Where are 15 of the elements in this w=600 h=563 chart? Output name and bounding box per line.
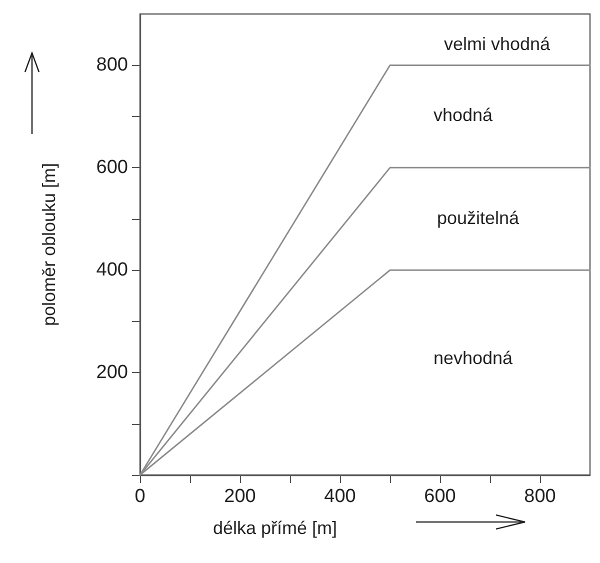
annotation: vhodná [433, 105, 494, 125]
x-tick-label: 0 [134, 486, 146, 507]
y-tick-label: 400 [96, 260, 128, 281]
x-tick-label: 800 [524, 486, 556, 507]
y-tick-label: 600 [96, 157, 128, 178]
x-axis-title: délka přímé [m] [212, 518, 338, 538]
annotation: nevhodná [433, 348, 514, 368]
x-tick-label: 600 [424, 486, 456, 507]
y-tick-label: 200 [96, 362, 128, 384]
x-tick-label: 200 [224, 486, 256, 507]
x-tick-label: 400 [324, 486, 356, 507]
y-tick-label: 800 [96, 54, 128, 76]
y-axis-title: poloměr oblouku [m] [39, 162, 59, 326]
annotation: velmi vhodná [444, 34, 552, 54]
annotation: použitelná [436, 208, 520, 228]
